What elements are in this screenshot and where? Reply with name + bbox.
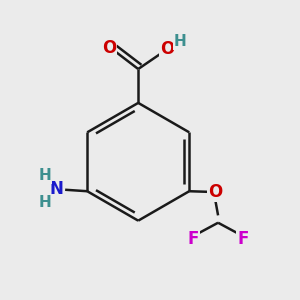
Text: H: H: [39, 168, 52, 183]
Text: O: O: [102, 39, 116, 57]
Text: F: F: [237, 230, 249, 248]
Text: H: H: [174, 34, 187, 49]
Text: F: F: [188, 230, 199, 248]
Text: O: O: [208, 183, 222, 201]
Text: O: O: [160, 40, 175, 58]
Text: H: H: [39, 195, 52, 210]
Text: N: N: [50, 180, 63, 198]
